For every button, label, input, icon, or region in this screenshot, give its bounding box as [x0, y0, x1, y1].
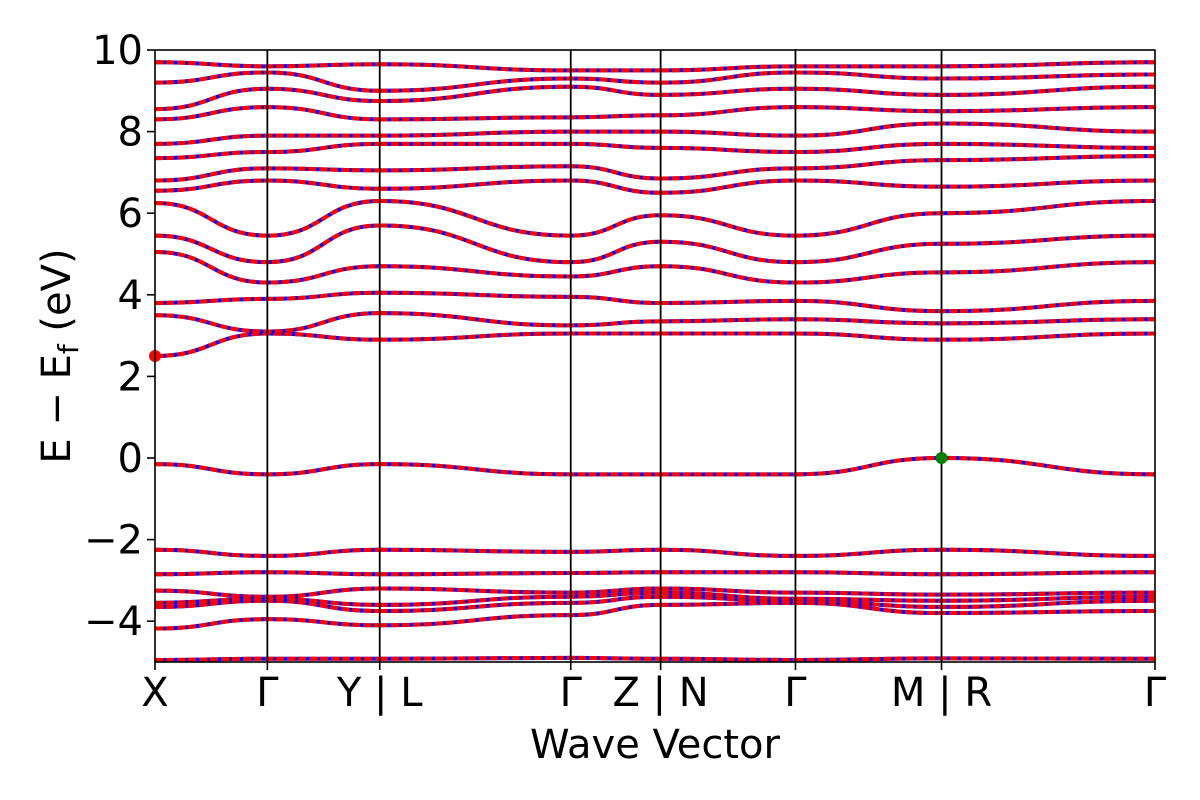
band-10-segment-1-spin-down: [379, 290, 661, 305]
y-tick-label: 0: [118, 436, 143, 482]
band-15-segment-1-spin-down: [379, 164, 661, 181]
band-11-segment-1-spin-up: [379, 264, 661, 279]
kpoint-vertical-lines: [266, 50, 943, 662]
bands-layer: [155, 60, 1155, 662]
band-9-segment-1-spin-up: [379, 311, 661, 328]
y-axis-ticks: −4 −2 0 2 4 6 8 10: [84, 28, 155, 645]
band-19-segment-1-spin-down: [379, 84, 661, 103]
band-0-segment-1-spin-down: [379, 655, 661, 661]
band-12-segment-1-spin-down: [379, 223, 661, 265]
kpoint-label: Γ: [256, 670, 279, 716]
extrema-markers: [149, 350, 948, 464]
band-13-segment-0-spin-down: [155, 198, 380, 238]
kpoint-label: Γ: [560, 670, 583, 716]
band-1-segment-2-spin-down: [660, 600, 796, 607]
x-axis-kpoint-labels: X Γ Y | L Γ Z | N Γ M | R Γ: [141, 662, 1167, 716]
band-13-segment-3-spin-up: [795, 198, 1155, 238]
band-3-segment-2-spin-down: [660, 590, 796, 601]
band-16-segment-1-spin-down: [379, 141, 661, 150]
band-10-segment-1-spin-up: [379, 290, 661, 305]
band-7-segment-3-spin-down: [795, 455, 1155, 477]
y-tick-label: 8: [118, 110, 143, 156]
y-axis-label: E − Ef (eV): [34, 248, 85, 463]
band-13-segment-2-spin-down: [660, 213, 796, 238]
band-13-segment-3-spin-down: [795, 198, 1155, 238]
band-17-segment-1-spin-down: [379, 129, 661, 138]
band-14-segment-2-spin-down: [660, 178, 796, 195]
band-9-segment-2-spin-down: [660, 317, 796, 324]
band-1-segment-1-spin-up: [379, 602, 661, 628]
band-7-segment-1-spin-down: [379, 462, 661, 477]
kpoint-label: Z | N: [613, 670, 709, 716]
band-6-segment-1-spin-down: [379, 547, 661, 554]
band-14-segment-1-spin-up: [379, 178, 661, 195]
band-10-segment-2-spin-down: [660, 298, 796, 305]
band-4-segment-1-spin-down: [379, 586, 661, 595]
band-16-segment-2-spin-down: [660, 145, 796, 154]
y-tick-label: 4: [118, 273, 143, 319]
kpoint-label: Y | L: [336, 670, 423, 716]
band-0-segment-2-spin-down: [660, 656, 796, 662]
band-18-segment-1-spin-down: [379, 113, 661, 122]
band-12-segment-3-spin-up: [795, 233, 1155, 265]
band-12-segment-2-spin-down: [660, 239, 796, 265]
band-14-segment-1-spin-down: [379, 178, 661, 195]
x-axis-label: Wave Vector: [530, 722, 781, 768]
band-18-segment-2-spin-down: [660, 105, 796, 118]
band-8-segment-1-spin-down: [379, 331, 661, 342]
band-2-segment-1-spin-down: [379, 594, 661, 613]
band-20-segment-1-spin-down: [379, 76, 661, 93]
band-3-segment-1-spin-down: [379, 590, 661, 607]
band-20-segment-2-spin-down: [660, 70, 796, 85]
band-17-segment-2-spin-down: [660, 129, 796, 138]
kpoint-label: Γ: [1144, 670, 1167, 716]
plot-frame: [154, 49, 1156, 663]
band-5-segment-1-spin-down: [379, 570, 661, 577]
kpoint-label: Γ: [784, 670, 807, 716]
band-1-segment-1-spin-down: [379, 602, 661, 628]
vbm-marker: [935, 452, 948, 464]
band-9-segment-1-spin-down: [379, 311, 661, 328]
band-21-segment-1-spin-down: [379, 62, 661, 73]
y-tick-label: −2: [84, 518, 143, 564]
band-6-segment-2-spin-down: [660, 547, 796, 558]
band-13-segment-1-spin-down: [379, 198, 661, 238]
band-15-segment-1-spin-up: [379, 164, 661, 181]
y-tick-label: 6: [118, 191, 143, 237]
band-11-segment-1-spin-down: [379, 264, 661, 279]
band-2-segment-2-spin-down: [660, 594, 796, 603]
y-tick-label: 10: [92, 28, 143, 74]
band-19-segment-2-spin-down: [660, 86, 796, 97]
kpoint-label: X: [141, 670, 168, 716]
band-11-segment-2-spin-down: [660, 264, 796, 285]
kpoint-label: M | R: [891, 670, 992, 716]
band-21-segment-2-spin-down: [660, 64, 796, 73]
band-4-segment-2-spin-down: [660, 586, 796, 595]
y-tick-label: −4: [84, 599, 143, 645]
y-tick-label: 2: [118, 354, 143, 400]
band-15-segment-2-spin-down: [660, 166, 796, 181]
band-15-segment-3-spin-up: [795, 154, 1155, 171]
band-7-segment-1-spin-up: [379, 462, 661, 477]
